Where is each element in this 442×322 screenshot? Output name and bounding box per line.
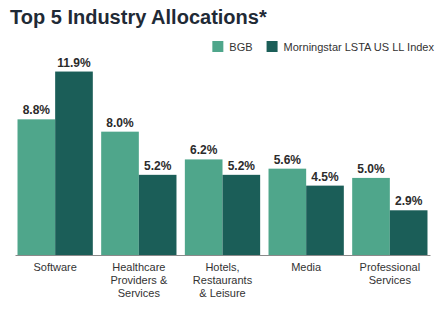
legend-swatch — [267, 41, 278, 52]
x-tick-label: Media — [291, 261, 322, 273]
x-axis-line — [16, 255, 431, 256]
data-label: 2.9% — [395, 194, 423, 208]
data-label: 5.0% — [357, 162, 385, 176]
legend-label: BGB — [229, 41, 252, 53]
x-tick-label-line: & Leisure — [199, 287, 245, 299]
x-tick-label-line: Media — [291, 261, 322, 273]
x-tick-label-line: Services — [369, 274, 412, 286]
data-label: 8.0% — [106, 116, 134, 130]
data-label: 8.8% — [23, 103, 51, 117]
bar — [139, 175, 177, 255]
x-tick-label-line: Restaurants — [193, 274, 253, 286]
x-tick: Software — [33, 255, 76, 273]
data-label: 5.2% — [144, 159, 172, 173]
x-tick: Hotels,Restaurants& Leisure — [193, 255, 253, 299]
x-tick-label-line: Software — [33, 261, 76, 273]
x-axis: SoftwareHealthcareProviders &ServicesHot… — [16, 255, 431, 299]
x-tick-label: Software — [33, 261, 76, 273]
x-tick-label: Hotels,Restaurants& Leisure — [193, 261, 253, 299]
data-label: 11.9% — [57, 56, 91, 70]
title: Top 5 Industry Allocations* — [10, 6, 267, 28]
chart: Top 5 Industry Allocations* 8.8% 8.0% 6.2% 5… — [0, 0, 442, 322]
bars — [18, 72, 428, 255]
x-tick-label-line: Providers & — [110, 274, 168, 286]
bar — [306, 186, 344, 255]
data-label: 6.2% — [190, 143, 218, 157]
x-tick-label-line: Professional — [360, 261, 421, 273]
x-tick: HealthcareProviders &Services — [110, 255, 168, 299]
data-label: 5.2% — [228, 159, 256, 173]
bar — [223, 175, 261, 255]
x-tick-label-line: Hotels, — [205, 261, 239, 273]
legend-item: BGB — [212, 41, 252, 53]
legend-label: Morningstar LSTA US LL Index — [284, 41, 435, 53]
x-tick-label: ProfessionalServices — [360, 261, 421, 286]
bar — [185, 159, 223, 255]
data-label: 5.6% — [274, 153, 302, 167]
bar — [390, 210, 428, 255]
legend-item: Morningstar LSTA US LL Index — [267, 41, 435, 53]
data-label: 4.5% — [311, 170, 339, 184]
x-tick-label: HealthcareProviders &Services — [110, 261, 168, 299]
bar — [352, 178, 390, 255]
legend: BGB Morningstar LSTA US LL Index — [212, 41, 434, 53]
bar — [18, 119, 56, 255]
legend-swatch — [212, 41, 223, 52]
bar — [101, 132, 139, 255]
bar — [269, 169, 307, 255]
x-tick-label-line: Services — [118, 287, 161, 299]
x-tick: ProfessionalServices — [360, 255, 421, 286]
bar — [55, 72, 93, 255]
data-labels: 8.8% 8.0% 6.2% 5.6% 5.0% 11.9% 5.2% 5.2% 4.5% 2.9… — [23, 56, 423, 209]
x-tick: Media — [291, 255, 322, 273]
x-tick-label-line: Healthcare — [112, 261, 165, 273]
